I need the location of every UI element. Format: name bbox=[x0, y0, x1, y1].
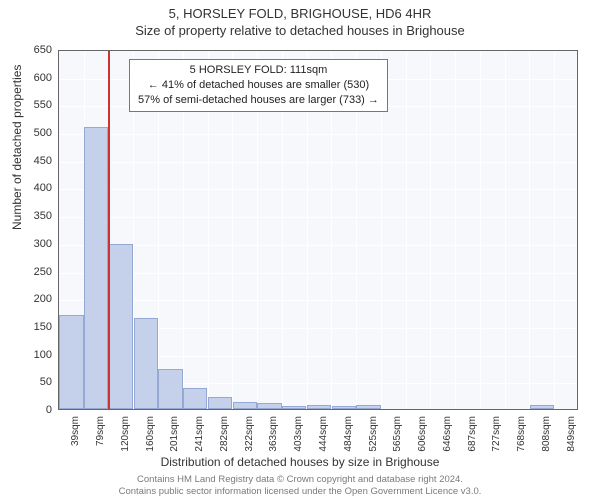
info-box: 5 HORSLEY FOLD: 111sqm ← 41% of detached… bbox=[129, 59, 388, 112]
y-tick: 600 bbox=[22, 72, 52, 84]
histogram-bar bbox=[530, 405, 554, 409]
histogram-bar bbox=[356, 405, 380, 409]
plot-area: 5 HORSLEY FOLD: 111sqm ← 41% of detached… bbox=[58, 50, 578, 410]
footer: Contains HM Land Registry data © Crown c… bbox=[0, 474, 600, 498]
y-axis-label: Number of detached properties bbox=[10, 65, 24, 230]
y-tick: 650 bbox=[22, 44, 52, 56]
histogram-bar bbox=[59, 315, 83, 409]
y-tick: 250 bbox=[22, 266, 52, 278]
gridline-v bbox=[505, 51, 506, 409]
chart-wrap: 5 HORSLEY FOLD: 111sqm ← 41% of detached… bbox=[58, 50, 578, 410]
gridline-h bbox=[59, 273, 577, 274]
y-tick: 400 bbox=[22, 182, 52, 194]
gridline-v bbox=[529, 51, 530, 409]
info-line-3: 57% of semi-detached houses are larger (… bbox=[138, 93, 379, 108]
chart-container: 5, HORSLEY FOLD, BRIGHOUSE, HD6 4HR Size… bbox=[0, 0, 600, 500]
histogram-bar bbox=[134, 318, 158, 409]
gridline-v bbox=[554, 51, 555, 409]
histogram-bar bbox=[208, 397, 232, 409]
y-tick: 50 bbox=[22, 376, 52, 388]
histogram-bar bbox=[332, 406, 356, 409]
histogram-bar bbox=[158, 369, 182, 409]
histogram-bar bbox=[109, 244, 133, 409]
gridline-h bbox=[59, 189, 577, 190]
y-tick: 150 bbox=[22, 321, 52, 333]
gridline-h bbox=[59, 217, 577, 218]
chart-subtitle: Size of property relative to detached ho… bbox=[0, 21, 600, 38]
info-line-1: 5 HORSLEY FOLD: 111sqm bbox=[138, 63, 379, 78]
y-tick: 300 bbox=[22, 238, 52, 250]
y-tick: 200 bbox=[22, 293, 52, 305]
footer-line-2: Contains public sector information licen… bbox=[0, 486, 600, 498]
y-tick: 550 bbox=[22, 99, 52, 111]
y-tick: 350 bbox=[22, 210, 52, 222]
gridline-v bbox=[430, 51, 431, 409]
histogram-bar bbox=[307, 405, 331, 409]
page-title: 5, HORSLEY FOLD, BRIGHOUSE, HD6 4HR bbox=[0, 0, 600, 21]
gridline-v bbox=[480, 51, 481, 409]
x-axis-label: Distribution of detached houses by size … bbox=[0, 455, 600, 469]
gridline-h bbox=[59, 245, 577, 246]
y-tick: 100 bbox=[22, 349, 52, 361]
histogram-bar bbox=[282, 406, 306, 409]
y-tick: 450 bbox=[22, 155, 52, 167]
histogram-bar bbox=[233, 402, 257, 409]
gridline-v bbox=[455, 51, 456, 409]
y-tick: 500 bbox=[22, 127, 52, 139]
gridline-h bbox=[59, 134, 577, 135]
info-line-2: ← 41% of detached houses are smaller (53… bbox=[138, 78, 379, 93]
gridline-v bbox=[406, 51, 407, 409]
footer-line-1: Contains HM Land Registry data © Crown c… bbox=[0, 474, 600, 486]
histogram-bar bbox=[257, 403, 281, 409]
gridline-h bbox=[59, 162, 577, 163]
histogram-bar bbox=[84, 127, 108, 409]
histogram-bar bbox=[183, 388, 207, 409]
y-tick: 0 bbox=[22, 404, 52, 416]
property-marker-line bbox=[108, 51, 110, 409]
gridline-h bbox=[59, 300, 577, 301]
